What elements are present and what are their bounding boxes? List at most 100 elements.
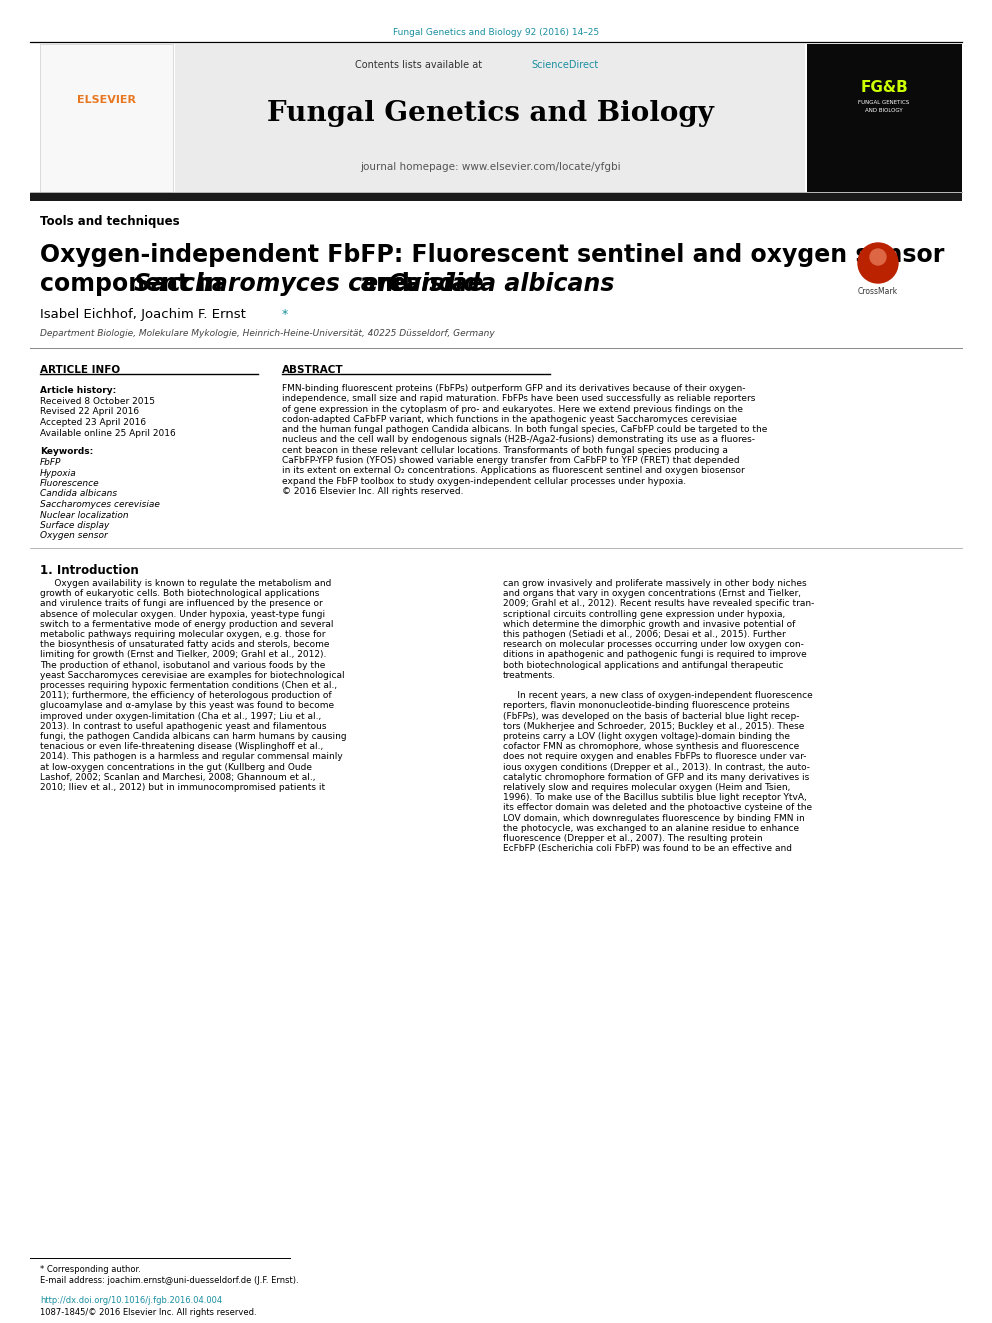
Text: 2010; Iliev et al., 2012) but in immunocompromised patients it: 2010; Iliev et al., 2012) but in immunoc… bbox=[40, 783, 325, 792]
Text: E-mail address: joachim.ernst@uni-duesseldorf.de (J.F. Ernst).: E-mail address: joachim.ernst@uni-duesse… bbox=[40, 1275, 299, 1285]
Text: Fluorescence: Fluorescence bbox=[40, 479, 99, 488]
Text: independence, small size and rapid maturation. FbFPs have been used successfully: independence, small size and rapid matur… bbox=[282, 394, 755, 404]
Text: Contents lists available at: Contents lists available at bbox=[355, 60, 485, 70]
Text: limiting for growth (Ernst and Tielker, 2009; Grahl et al., 2012).: limiting for growth (Ernst and Tielker, … bbox=[40, 651, 326, 659]
Text: Saccharomyces cerevisiae: Saccharomyces cerevisiae bbox=[40, 500, 160, 509]
Text: ABSTRACT: ABSTRACT bbox=[282, 365, 343, 374]
Text: and: and bbox=[352, 273, 418, 296]
Text: Candida albicans: Candida albicans bbox=[388, 273, 614, 296]
Text: 2013). In contrast to useful apathogenic yeast and filamentous: 2013). In contrast to useful apathogenic… bbox=[40, 722, 326, 730]
Text: 2009; Grahl et al., 2012). Recent results have revealed specific tran-: 2009; Grahl et al., 2012). Recent result… bbox=[503, 599, 814, 609]
Text: and virulence traits of fungi are influenced by the presence or: and virulence traits of fungi are influe… bbox=[40, 599, 322, 609]
Text: in its extent on external O₂ concentrations. Applications as fluorescent sentine: in its extent on external O₂ concentrati… bbox=[282, 467, 745, 475]
Text: Article history:: Article history: bbox=[40, 386, 116, 396]
Text: Oxygen availability is known to regulate the metabolism and: Oxygen availability is known to regulate… bbox=[40, 579, 331, 587]
Text: In recent years, a new class of oxygen-independent fluorescence: In recent years, a new class of oxygen-i… bbox=[503, 691, 812, 700]
Text: http://dx.doi.org/10.1016/j.fgb.2016.04.004: http://dx.doi.org/10.1016/j.fgb.2016.04.… bbox=[40, 1297, 222, 1304]
Text: absence of molecular oxygen. Under hypoxia, yeast-type fungi: absence of molecular oxygen. Under hypox… bbox=[40, 610, 325, 619]
Text: Oxygen sensor: Oxygen sensor bbox=[40, 532, 108, 541]
Text: growth of eukaryotic cells. Both biotechnological applications: growth of eukaryotic cells. Both biotech… bbox=[40, 589, 319, 598]
Text: AND BIOLOGY: AND BIOLOGY bbox=[865, 108, 903, 112]
Text: ELSEVIER: ELSEVIER bbox=[76, 95, 136, 105]
Text: and the human fungal pathogen Candida albicans. In both fungal species, CaFbFP c: and the human fungal pathogen Candida al… bbox=[282, 425, 768, 434]
Text: the photocycle, was exchanged to an alanine residue to enhance: the photocycle, was exchanged to an alan… bbox=[503, 824, 800, 832]
Text: ditions in apathogenic and pathogenic fungi is required to improve: ditions in apathogenic and pathogenic fu… bbox=[503, 651, 806, 659]
Text: tors (Mukherjee and Schroeder, 2015; Buckley et al., 2015). These: tors (Mukherjee and Schroeder, 2015; Buc… bbox=[503, 722, 805, 730]
Text: Isabel Eichhof, Joachim F. Ernst: Isabel Eichhof, Joachim F. Ernst bbox=[40, 308, 246, 321]
Text: does not require oxygen and enables FbFPs to fluoresce under var-: does not require oxygen and enables FbFP… bbox=[503, 753, 806, 762]
Text: yeast Saccharomyces cerevisiae are examples for biotechnological: yeast Saccharomyces cerevisiae are examp… bbox=[40, 671, 344, 680]
Text: which determine the dimorphic growth and invasive potential of: which determine the dimorphic growth and… bbox=[503, 619, 796, 628]
Text: Available online 25 April 2016: Available online 25 April 2016 bbox=[40, 429, 176, 438]
Text: Nuclear localization: Nuclear localization bbox=[40, 511, 129, 520]
Text: Accepted 23 April 2016: Accepted 23 April 2016 bbox=[40, 418, 146, 427]
Text: FMN-binding fluorescent proteins (FbFPs) outperform GFP and its derivatives beca: FMN-binding fluorescent proteins (FbFPs)… bbox=[282, 384, 746, 393]
Text: FG&B: FG&B bbox=[860, 79, 908, 95]
Bar bbox=[807, 44, 962, 192]
Text: *: * bbox=[278, 308, 289, 321]
Text: FUNGAL GENETICS: FUNGAL GENETICS bbox=[858, 101, 910, 105]
Text: improved under oxygen-limitation (Cha et al., 1997; Liu et al.,: improved under oxygen-limitation (Cha et… bbox=[40, 712, 321, 721]
Text: research on molecular processes occurring under low oxygen con-: research on molecular processes occurrin… bbox=[503, 640, 804, 650]
Text: its effector domain was deleted and the photoactive cysteine of the: its effector domain was deleted and the … bbox=[503, 803, 812, 812]
Text: ScienceDirect: ScienceDirect bbox=[531, 60, 598, 70]
Text: metabolic pathways requiring molecular oxygen, e.g. those for: metabolic pathways requiring molecular o… bbox=[40, 630, 325, 639]
Text: Keywords:: Keywords: bbox=[40, 447, 93, 456]
Text: CaFbFP-YFP fusion (YFOS) showed variable energy transfer from CaFbFP to YFP (FRE: CaFbFP-YFP fusion (YFOS) showed variable… bbox=[282, 456, 740, 466]
Text: fungi, the pathogen Candida albicans can harm humans by causing: fungi, the pathogen Candida albicans can… bbox=[40, 732, 346, 741]
Text: expand the FbFP toolbox to study oxygen-independent cellular processes under hyp: expand the FbFP toolbox to study oxygen-… bbox=[282, 476, 686, 486]
Text: Hypoxia: Hypoxia bbox=[40, 468, 76, 478]
Text: 1996). To make use of the Bacillus subtilis blue light receptor YtvA,: 1996). To make use of the Bacillus subti… bbox=[503, 794, 806, 802]
Text: The production of ethanol, isobutanol and various foods by the: The production of ethanol, isobutanol an… bbox=[40, 660, 325, 669]
Text: glucoamylase and α-amylase by this yeast was found to become: glucoamylase and α-amylase by this yeast… bbox=[40, 701, 334, 710]
Text: ARTICLE INFO: ARTICLE INFO bbox=[40, 365, 120, 374]
Text: processes requiring hypoxic fermentation conditions (Chen et al.,: processes requiring hypoxic fermentation… bbox=[40, 681, 337, 691]
Text: of gene expression in the cytoplasm of pro- and eukaryotes. Here we extend previ: of gene expression in the cytoplasm of p… bbox=[282, 405, 743, 414]
Text: proteins carry a LOV (light oxygen voltage)-domain binding the: proteins carry a LOV (light oxygen volta… bbox=[503, 732, 790, 741]
Text: Tools and techniques: Tools and techniques bbox=[40, 216, 180, 228]
Text: Oxygen-independent FbFP: Fluorescent sentinel and oxygen sensor: Oxygen-independent FbFP: Fluorescent sen… bbox=[40, 243, 944, 267]
Text: both biotechnological applications and antifungal therapeutic: both biotechnological applications and a… bbox=[503, 660, 784, 669]
Text: Saccharomyces cerevisiae: Saccharomyces cerevisiae bbox=[134, 273, 483, 296]
Circle shape bbox=[870, 249, 886, 265]
Text: tenacious or even life-threatening disease (Wisplinghoff et al.,: tenacious or even life-threatening disea… bbox=[40, 742, 323, 751]
Text: the biosynthesis of unsaturated fatty acids and sterols, become: the biosynthesis of unsaturated fatty ac… bbox=[40, 640, 329, 650]
Text: catalytic chromophore formation of GFP and its many derivatives is: catalytic chromophore formation of GFP a… bbox=[503, 773, 809, 782]
Text: Fungal Genetics and Biology: Fungal Genetics and Biology bbox=[267, 101, 713, 127]
Text: relatively slow and requires molecular oxygen (Heim and Tsien,: relatively slow and requires molecular o… bbox=[503, 783, 791, 792]
Circle shape bbox=[858, 243, 898, 283]
Bar bbox=[175, 44, 805, 192]
Text: LOV domain, which downregulates fluorescence by binding FMN in: LOV domain, which downregulates fluoresc… bbox=[503, 814, 805, 823]
Text: and organs that vary in oxygen concentrations (Ernst and Tielker,: and organs that vary in oxygen concentra… bbox=[503, 589, 801, 598]
Text: Surface display: Surface display bbox=[40, 521, 109, 531]
Text: ious oxygen conditions (Drepper et al., 2013). In contrast, the auto-: ious oxygen conditions (Drepper et al., … bbox=[503, 762, 810, 771]
Text: switch to a fermentative mode of energy production and several: switch to a fermentative mode of energy … bbox=[40, 619, 333, 628]
Text: this pathogen (Setiadi et al., 2006; Desai et al., 2015). Further: this pathogen (Setiadi et al., 2006; Des… bbox=[503, 630, 786, 639]
Text: 2011); furthermore, the efficiency of heterologous production of: 2011); furthermore, the efficiency of he… bbox=[40, 691, 331, 700]
Text: 2014). This pathogen is a harmless and regular commensal mainly: 2014). This pathogen is a harmless and r… bbox=[40, 753, 343, 762]
Text: component in: component in bbox=[40, 273, 231, 296]
Text: cent beacon in these relevant cellular locations. Transformants of both fungal s: cent beacon in these relevant cellular l… bbox=[282, 446, 728, 455]
Text: journal homepage: www.elsevier.com/locate/yfgbi: journal homepage: www.elsevier.com/locat… bbox=[360, 161, 620, 172]
Text: 1. Introduction: 1. Introduction bbox=[40, 564, 139, 577]
Text: Candida albicans: Candida albicans bbox=[40, 490, 117, 499]
Text: EcFbFP (Escherichia coli FbFP) was found to be an effective and: EcFbFP (Escherichia coli FbFP) was found… bbox=[503, 844, 792, 853]
Text: Received 8 October 2015: Received 8 October 2015 bbox=[40, 397, 155, 406]
Text: Department Biologie, Molekulare Mykologie, Heinrich-Heine-Universität, 40225 Düs: Department Biologie, Molekulare Mykologi… bbox=[40, 329, 495, 337]
Bar bbox=[40, 44, 173, 192]
Text: cofactor FMN as chromophore, whose synthesis and fluorescence: cofactor FMN as chromophore, whose synth… bbox=[503, 742, 800, 751]
Text: © 2016 Elsevier Inc. All rights reserved.: © 2016 Elsevier Inc. All rights reserved… bbox=[282, 487, 463, 496]
Text: Revised 22 April 2016: Revised 22 April 2016 bbox=[40, 407, 139, 417]
Text: 1087-1845/© 2016 Elsevier Inc. All rights reserved.: 1087-1845/© 2016 Elsevier Inc. All right… bbox=[40, 1308, 257, 1316]
Text: CrossMark: CrossMark bbox=[858, 287, 898, 296]
Text: treatments.: treatments. bbox=[503, 671, 557, 680]
Text: can grow invasively and proliferate massively in other body niches: can grow invasively and proliferate mass… bbox=[503, 579, 806, 587]
Bar bbox=[30, 193, 962, 201]
Text: Fungal Genetics and Biology 92 (2016) 14–25: Fungal Genetics and Biology 92 (2016) 14… bbox=[393, 28, 599, 37]
Text: codon-adapted CaFbFP variant, which functions in the apathogenic yeast Saccharom: codon-adapted CaFbFP variant, which func… bbox=[282, 415, 737, 423]
Text: nucleus and the cell wall by endogenous signals (H2B-/Aga2-fusions) demonstratin: nucleus and the cell wall by endogenous … bbox=[282, 435, 755, 445]
Text: fluorescence (Drepper et al., 2007). The resulting protein: fluorescence (Drepper et al., 2007). The… bbox=[503, 833, 763, 843]
Text: Lashof, 2002; Scanlan and Marchesi, 2008; Ghannoum et al.,: Lashof, 2002; Scanlan and Marchesi, 2008… bbox=[40, 773, 315, 782]
Text: FbFP: FbFP bbox=[40, 458, 62, 467]
Text: (FbFPs), was developed on the basis of bacterial blue light recep-: (FbFPs), was developed on the basis of b… bbox=[503, 712, 800, 721]
